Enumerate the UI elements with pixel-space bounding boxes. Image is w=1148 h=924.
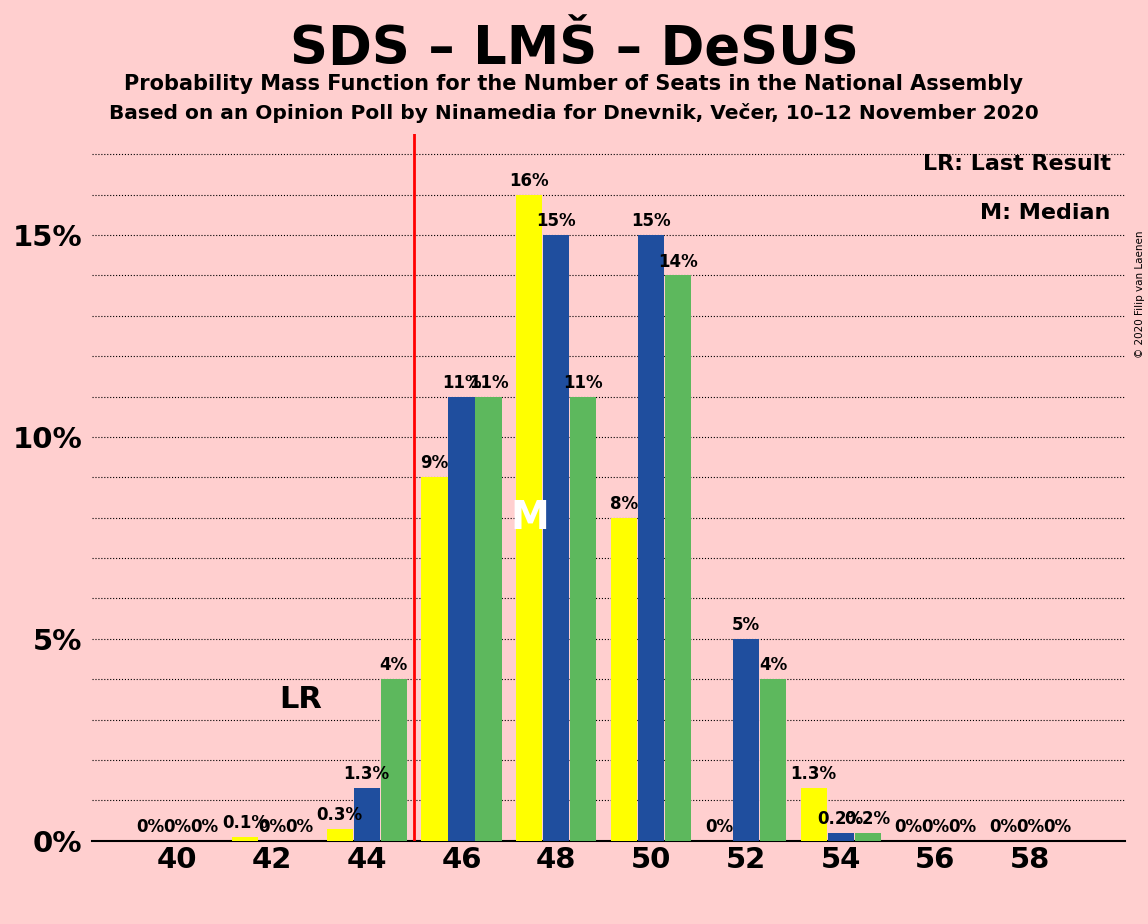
Text: 0%: 0% [922,818,949,836]
Bar [800,788,827,841]
Bar [421,478,448,841]
Bar [354,788,380,841]
Text: 0%: 0% [285,818,313,836]
Bar [854,833,881,841]
Text: 1.3%: 1.3% [343,765,390,784]
Text: 0%: 0% [137,818,164,836]
Text: M: Median: M: Median [980,202,1111,223]
Text: 0%: 0% [705,818,732,836]
Text: 5%: 5% [731,616,760,634]
Text: 0%: 0% [258,818,286,836]
Text: 11%: 11% [468,373,509,392]
Bar [381,679,406,841]
Text: 0%: 0% [990,818,1017,836]
Text: © 2020 Filip van Laenen: © 2020 Filip van Laenen [1135,231,1145,359]
Bar [638,235,665,841]
Text: SDS – LMŠ – DeSUS: SDS – LMŠ – DeSUS [289,23,859,75]
Text: LR: LR [279,685,321,714]
Text: M: M [510,499,549,537]
Text: 0%: 0% [191,818,218,836]
Bar [327,829,352,841]
Text: 0%: 0% [1016,818,1045,836]
Text: 15%: 15% [631,213,670,230]
Text: Probability Mass Function for the Number of Seats in the National Assembly: Probability Mass Function for the Number… [124,74,1024,94]
Bar [665,275,691,841]
Bar [543,235,569,841]
Text: 0%: 0% [948,818,977,836]
Text: 4%: 4% [380,656,408,675]
Text: 11%: 11% [442,373,481,392]
Text: 1.3%: 1.3% [791,765,837,784]
Text: 0.2%: 0.2% [817,810,863,828]
Bar [475,396,502,841]
Text: 11%: 11% [564,373,603,392]
Text: 9%: 9% [420,455,449,472]
Bar [760,679,786,841]
Bar [611,517,637,841]
Text: 15%: 15% [536,213,576,230]
Bar [449,396,474,841]
Text: 0.2%: 0.2% [845,810,891,828]
Text: 0%: 0% [894,818,923,836]
Text: 8%: 8% [610,495,638,513]
Text: 16%: 16% [510,172,549,189]
Text: 0.1%: 0.1% [222,814,267,832]
Bar [732,638,759,841]
Bar [571,396,596,841]
Bar [828,833,854,841]
Text: 4%: 4% [759,656,788,675]
Text: Based on an Opinion Poll by Ninamedia for Dnevnik, Večer, 10–12 November 2020: Based on an Opinion Poll by Ninamedia fo… [109,103,1039,124]
Text: 0%: 0% [163,818,192,836]
Text: 0%: 0% [1044,818,1071,836]
Text: LR: Last Result: LR: Last Result [923,154,1111,175]
Bar [517,195,542,841]
Text: 14%: 14% [658,252,698,271]
Text: 0.3%: 0.3% [317,806,363,824]
Bar [232,837,258,841]
